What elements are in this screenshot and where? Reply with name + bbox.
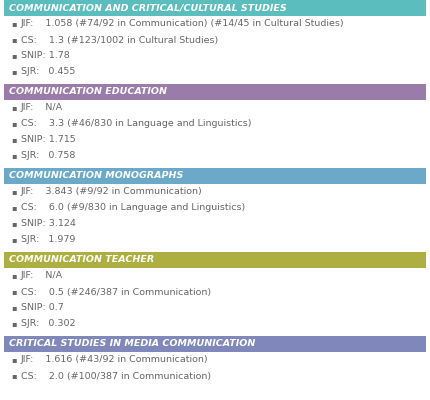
Text: SNIP: 1.715: SNIP: 1.715: [21, 136, 76, 144]
Text: SJR:   0.455: SJR: 0.455: [21, 68, 75, 76]
Text: JIF:    1.058 (#74/92 in Communication) (#14/45 in Cultural Studies): JIF: 1.058 (#74/92 in Communication) (#1…: [21, 20, 344, 28]
Text: ▪: ▪: [11, 204, 16, 212]
Text: SJR:   1.979: SJR: 1.979: [21, 236, 75, 244]
Text: JIF:    N/A: JIF: N/A: [21, 104, 63, 112]
Text: CS:    2.0 (#100/387 in Communication): CS: 2.0 (#100/387 in Communication): [21, 372, 211, 380]
Text: COMMUNICATION TEACHER: COMMUNICATION TEACHER: [9, 256, 154, 264]
Text: ▪: ▪: [11, 356, 16, 364]
Text: COMMUNICATION MONOGRAPHS: COMMUNICATION MONOGRAPHS: [9, 172, 183, 180]
Bar: [4, 0, 426, 16]
Text: CS:    6.0 (#9/830 in Language and Linguistics): CS: 6.0 (#9/830 in Language and Linguist…: [21, 204, 245, 212]
Text: ▪: ▪: [11, 152, 16, 160]
Text: SNIP: 0.7: SNIP: 0.7: [21, 304, 64, 312]
Text: ▪: ▪: [11, 288, 16, 296]
Text: ▪: ▪: [11, 20, 16, 28]
Text: JIF:    3.843 (#9/92 in Communication): JIF: 3.843 (#9/92 in Communication): [21, 188, 203, 196]
Text: ▪: ▪: [11, 304, 16, 312]
Text: SJR:   0.758: SJR: 0.758: [21, 152, 75, 160]
Text: ▪: ▪: [11, 52, 16, 60]
Text: CRITICAL STUDIES IN MEDIA COMMUNICATION: CRITICAL STUDIES IN MEDIA COMMUNICATION: [9, 340, 255, 348]
Text: ▪: ▪: [11, 220, 16, 228]
Text: CS:    3.3 (#46/830 in Language and Linguistics): CS: 3.3 (#46/830 in Language and Linguis…: [21, 120, 252, 128]
Text: ▪: ▪: [11, 320, 16, 328]
Text: CS:    1.3 (#123/1002 in Cultural Studies): CS: 1.3 (#123/1002 in Cultural Studies): [21, 36, 218, 44]
Text: CS:    0.5 (#246/387 in Communication): CS: 0.5 (#246/387 in Communication): [21, 288, 211, 296]
Bar: [4, 168, 426, 184]
Text: COMMUNICATION AND CRITICAL/CULTURAL STUDIES: COMMUNICATION AND CRITICAL/CULTURAL STUD…: [9, 4, 287, 12]
Text: ▪: ▪: [11, 272, 16, 280]
Text: JIF:    1.616 (#43/92 in Communication): JIF: 1.616 (#43/92 in Communication): [21, 356, 209, 364]
Text: ▪: ▪: [11, 36, 16, 44]
Text: ▪: ▪: [11, 372, 16, 380]
Text: ▪: ▪: [11, 136, 16, 144]
Text: JIF:    N/A: JIF: N/A: [21, 272, 63, 280]
Text: ▪: ▪: [11, 104, 16, 112]
Text: SJR:   0.302: SJR: 0.302: [21, 320, 76, 328]
Bar: [4, 252, 426, 268]
Bar: [4, 84, 426, 100]
Text: COMMUNICATION EDUCATION: COMMUNICATION EDUCATION: [9, 88, 167, 96]
Text: ▪: ▪: [11, 68, 16, 76]
Text: ▪: ▪: [11, 188, 16, 196]
Text: SNIP: 1.78: SNIP: 1.78: [21, 52, 70, 60]
Bar: [4, 336, 426, 352]
Text: SNIP: 3.124: SNIP: 3.124: [21, 220, 76, 228]
Text: ▪: ▪: [11, 120, 16, 128]
Text: ▪: ▪: [11, 236, 16, 244]
